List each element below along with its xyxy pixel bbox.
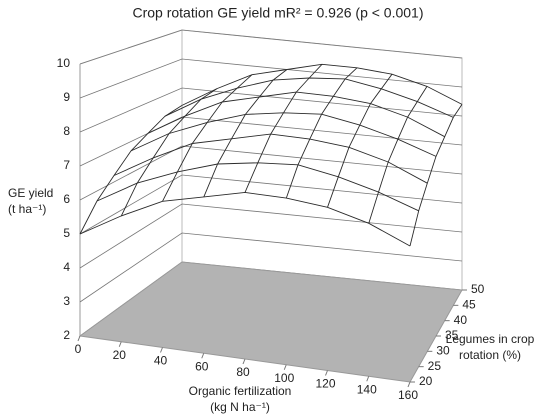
y-tick-label: 30 [436,344,450,358]
z-tick-label: 8 [63,124,70,138]
y-axis-title: Legumes in crop [446,332,535,346]
grid-line [79,174,463,235]
surface-column [285,67,358,199]
y-axis-title: rotation (%) [459,348,521,362]
z-tick-label: 5 [63,226,70,240]
z-tick-label: 6 [63,192,70,206]
z-axis-title: GE yield [8,186,53,200]
x-axis-title: Organic fertilization [189,384,292,398]
grid-line [79,58,463,99]
surface-column [120,88,218,217]
x-tick [242,358,246,365]
grid-line [79,116,463,167]
grid-line [79,232,463,303]
x-axis-title: (kg N ha⁻¹) [210,400,270,414]
grid-line [79,145,463,201]
y-tick-label: 40 [454,313,468,327]
z-tick-label: 9 [63,90,70,104]
x-tick [283,364,287,370]
x-tick-label: 140 [357,382,377,396]
x-tick-label: 20 [113,348,127,362]
surface-row [113,133,428,184]
x-tick-label: 0 [75,342,82,356]
x-tick-label: 60 [195,359,209,373]
grid-line [79,87,463,133]
x-tick [77,335,81,342]
grid-line [79,29,463,65]
y-tick-label: 45 [462,298,476,312]
surface-row [181,63,463,106]
surface-column [327,73,393,208]
x-tick-label: 160 [398,388,418,402]
x-tick [201,353,205,359]
x-tick [160,347,163,353]
z-tick-label: 10 [57,56,71,70]
y-tick-label: 50 [471,282,485,296]
x-tick-label: 40 [154,354,168,368]
surface-column [409,104,463,247]
y-tick-label: 25 [428,359,442,373]
chart-title: Crop rotation GE yield mR² = 0.926 (p < … [132,5,423,21]
x-tick-label: 100 [274,371,294,385]
floor [78,261,463,383]
z-tick-label: 3 [63,294,70,308]
surface-column [162,74,253,202]
x-tick [325,370,328,376]
y-tick-label: 20 [419,374,433,388]
z-axis-title: (t ha⁻¹) [8,202,46,216]
x-tick-label: 80 [236,365,250,379]
z-tick-label: 4 [63,260,70,274]
x-tick [407,381,411,388]
z-tick-label: 7 [63,158,70,172]
surface-row [79,191,411,247]
surface-column [203,69,288,198]
surface-column [368,86,428,224]
y-tick-label: 35 [445,328,459,342]
surface-column [244,63,323,193]
x-tick [366,376,370,382]
x-tick [118,341,122,347]
z-tick-label: 2 [63,328,70,342]
surface-row [164,77,454,118]
surface-column [79,105,183,235]
x-tick-label: 120 [315,377,335,391]
surface-row [147,91,445,138]
grid-line [79,203,463,269]
